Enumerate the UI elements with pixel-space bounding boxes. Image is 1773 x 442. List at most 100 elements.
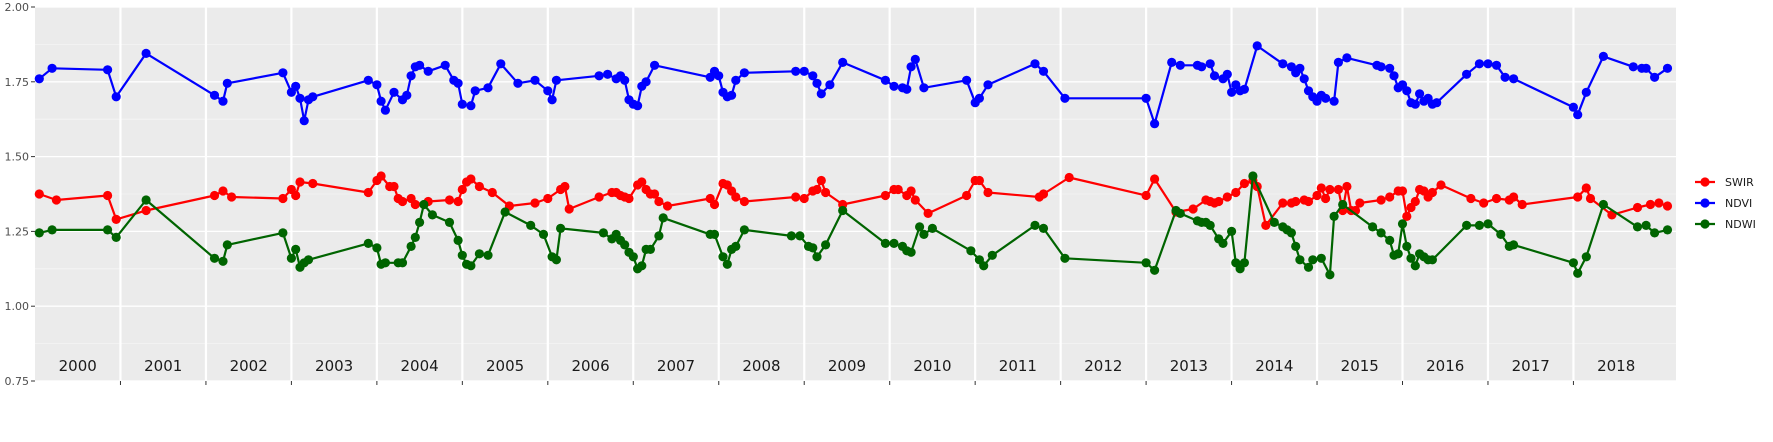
data-point (103, 225, 113, 235)
legend-label: NDWI (1725, 218, 1756, 231)
data-point (821, 240, 831, 250)
data-point (209, 190, 220, 201)
data-point (1342, 53, 1352, 63)
data-point (974, 93, 985, 103)
data-point (637, 177, 647, 187)
data-point (278, 193, 288, 204)
data-point (380, 258, 390, 268)
data-point (1410, 196, 1420, 207)
data-point (1385, 63, 1395, 73)
data-point (397, 196, 408, 207)
data-point (974, 175, 985, 186)
year-label: 2009 (828, 357, 866, 375)
data-point (1278, 198, 1288, 208)
data-point (1333, 184, 1343, 195)
data-point (893, 184, 903, 195)
data-point (1436, 180, 1446, 190)
data-point (419, 199, 429, 210)
data-point (440, 60, 450, 70)
data-point (556, 223, 566, 233)
data-point (812, 252, 822, 262)
data-point (962, 75, 972, 85)
data-point (1150, 265, 1160, 275)
data-point (496, 59, 506, 69)
data-point (1150, 119, 1160, 129)
year-label: 2016 (1426, 357, 1464, 375)
data-point (1239, 258, 1249, 268)
data-point (103, 190, 113, 201)
data-point (987, 250, 997, 260)
data-point (1239, 178, 1249, 189)
data-point (620, 75, 630, 85)
data-point (662, 201, 673, 211)
data-point (103, 65, 113, 75)
data-point (513, 78, 523, 88)
data-point (1415, 89, 1425, 99)
data-point (1509, 240, 1519, 250)
data-point (453, 196, 463, 207)
data-point (1402, 241, 1412, 251)
data-point (718, 252, 728, 262)
data-point (1321, 93, 1331, 103)
legend-label: SWIR (1725, 176, 1754, 189)
data-point (791, 66, 801, 76)
data-point (927, 223, 938, 233)
data-point (295, 93, 305, 103)
year-label: 2008 (742, 357, 780, 375)
data-point (808, 243, 818, 253)
data-point (47, 63, 57, 73)
data-point (1483, 219, 1493, 229)
legend-key-point (1700, 219, 1710, 229)
data-point (1291, 196, 1301, 207)
year-label: 2017 (1512, 357, 1550, 375)
data-point (111, 214, 121, 224)
data-point (825, 80, 835, 90)
data-point (1376, 228, 1386, 238)
data-point (1410, 99, 1420, 109)
data-point (1141, 93, 1151, 103)
y-tick-label: 0.75 (5, 375, 30, 388)
data-point (363, 187, 373, 198)
data-point (402, 90, 412, 100)
data-point (1479, 198, 1489, 208)
data-point (1491, 60, 1502, 70)
data-point (1491, 193, 1502, 204)
data-point (1355, 198, 1365, 208)
data-point (389, 87, 399, 97)
data-point (1325, 184, 1335, 195)
data-point (906, 62, 916, 72)
data-point (1197, 62, 1207, 72)
data-point (487, 187, 497, 198)
data-point (889, 238, 899, 248)
data-point (1214, 196, 1224, 207)
data-point (1385, 235, 1395, 245)
data-point (983, 187, 993, 198)
data-point (650, 189, 660, 199)
data-point (47, 225, 57, 235)
data-point (731, 192, 741, 202)
data-point (731, 241, 741, 251)
data-point (637, 261, 647, 271)
data-point (1410, 261, 1420, 271)
data-point (1261, 220, 1271, 230)
data-point (406, 241, 416, 251)
data-point (641, 77, 651, 87)
data-point (598, 228, 609, 238)
year-label: 2002 (230, 357, 268, 375)
data-point (51, 195, 62, 205)
year-label: 2010 (913, 357, 951, 375)
series-layer (34, 41, 1673, 280)
legend: SWIR NDVI NDWI (1695, 176, 1756, 231)
data-point (308, 92, 318, 102)
data-point (1376, 195, 1386, 205)
data-point (453, 78, 463, 88)
data-point (889, 81, 899, 91)
data-point (1632, 222, 1643, 232)
data-point (628, 252, 638, 262)
data-point (538, 229, 549, 239)
data-point (34, 189, 44, 199)
data-point (1466, 193, 1476, 204)
data-point (1175, 208, 1185, 218)
year-label: 2000 (59, 357, 97, 375)
data-point (1329, 96, 1339, 106)
